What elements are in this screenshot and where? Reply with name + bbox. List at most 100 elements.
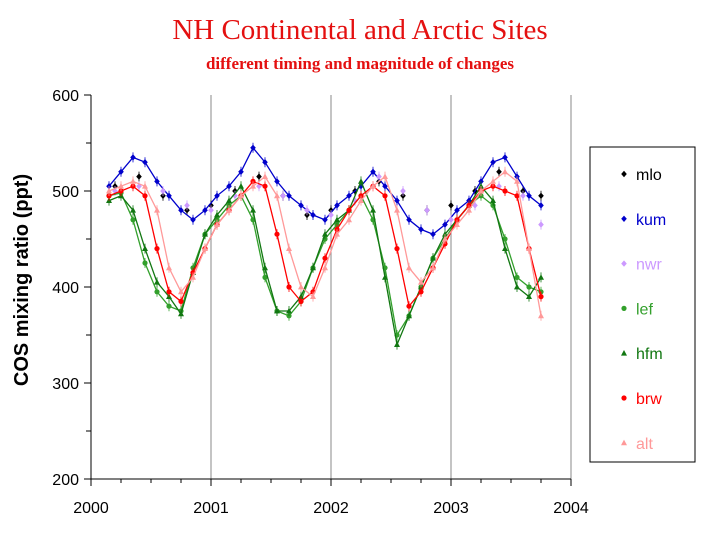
data-point-alt [394, 207, 400, 213]
data-point-kum [262, 159, 268, 166]
legend-label-mlo: mlo [636, 167, 662, 184]
data-point-hfm [250, 207, 256, 213]
x-tick-label: 2000 [73, 500, 109, 517]
data-point-kum [334, 202, 340, 209]
data-point-alt [178, 288, 184, 295]
legend-box [589, 146, 696, 463]
data-point-hfm [406, 312, 412, 319]
axes: 200 300 400 500 600 2000 2001 2002 2003 2004 [52, 88, 589, 517]
data-point-alt [442, 235, 448, 242]
data-point-kum [382, 183, 388, 190]
data-point-kum [298, 202, 304, 209]
data-point-kum [250, 144, 256, 151]
data-point-brw [166, 289, 172, 295]
data-point-alt [358, 197, 364, 203]
data-point-alt [142, 183, 148, 189]
data-point-kum [166, 192, 172, 199]
legend: mlo kum nwr lef hfm brw alt [589, 146, 696, 463]
data-point-kum [454, 207, 460, 214]
data-point-nwr [112, 187, 118, 195]
data-point-lef [154, 289, 160, 295]
data-point-mlo [256, 173, 262, 180]
data-point-brw [274, 231, 280, 237]
data-point-brw [502, 188, 508, 194]
data-point-lef [526, 284, 532, 290]
data-point-kum [442, 221, 448, 228]
data-point-alt [298, 283, 304, 290]
legend-marker-alt [621, 439, 627, 446]
data-point-kum [418, 226, 424, 233]
data-point-alt [322, 264, 328, 271]
data-point-brw [286, 284, 292, 290]
data-point-alt [346, 216, 352, 223]
data-point-lef [262, 274, 268, 280]
data-point-hfm [490, 197, 496, 203]
series-alt [106, 166, 544, 321]
data-point-hfm [310, 264, 316, 271]
data-point-lef [502, 236, 508, 242]
data-point-hfm [130, 207, 136, 213]
data-point-alt [310, 293, 316, 299]
data-point-alt [382, 173, 388, 179]
data-point-alt [226, 207, 232, 213]
data-point-alt [526, 245, 532, 251]
data-point-nwr [376, 173, 382, 180]
series-nwr [112, 171, 544, 230]
legend-marker-mlo [621, 170, 627, 178]
data-point-alt [286, 245, 292, 251]
data-point-brw [154, 246, 160, 252]
data-point-hfm [202, 231, 208, 237]
data-point-alt [238, 192, 244, 199]
data-point-nwr [520, 192, 526, 199]
y-tick-label: 600 [52, 88, 79, 105]
data-point-hfm [514, 283, 520, 290]
data-point-alt [406, 264, 412, 271]
data-point-brw [322, 255, 328, 261]
data-point-lef [142, 260, 148, 266]
data-point-nwr [280, 192, 286, 199]
data-point-nwr [424, 207, 430, 214]
data-point-brw [142, 193, 148, 199]
data-point-hfm [274, 307, 280, 314]
data-point-alt [502, 168, 508, 175]
data-point-alt [334, 231, 340, 237]
data-point-mlo [448, 202, 454, 209]
data-point-hfm [430, 255, 436, 261]
data-point-brw [346, 207, 352, 213]
data-point-alt [370, 183, 376, 189]
data-point-kum [190, 216, 196, 223]
data-point-alt [454, 221, 460, 227]
data-point-brw [262, 183, 268, 189]
data-point-hfm [334, 216, 340, 223]
data-point-kum [130, 154, 136, 161]
chart-subtitle: different timing and magnitude of change… [205, 54, 515, 73]
x-tick-label: 2003 [433, 500, 469, 517]
data-point-kum [490, 159, 496, 166]
data-point-hfm [502, 245, 508, 251]
data-point-kum [526, 192, 532, 199]
legend-marker-hfm [621, 350, 627, 356]
data-point-kum [274, 178, 280, 185]
data-point-kum [346, 192, 352, 199]
legend-marker-kum [621, 215, 627, 222]
data-point-lef [130, 217, 136, 223]
data-point-alt [274, 192, 280, 199]
data-point-hfm [526, 293, 532, 299]
y-tick-label: 200 [52, 472, 79, 489]
data-point-lef [166, 303, 172, 309]
data-point-brw [514, 193, 520, 199]
data-point-kum [538, 202, 544, 209]
data-point-alt [418, 279, 424, 285]
data-point-kum [214, 192, 220, 199]
legend-marker-brw [621, 395, 627, 401]
grid-lines [210, 95, 572, 479]
data-point-alt [214, 221, 220, 227]
legend-label-nwr: nwr [636, 257, 662, 274]
data-point-brw [538, 294, 544, 300]
data-point-hfm [370, 207, 376, 213]
data-point-lef [514, 274, 520, 280]
data-point-kum [142, 159, 148, 166]
series-layer [106, 142, 544, 350]
data-point-hfm [298, 293, 304, 299]
